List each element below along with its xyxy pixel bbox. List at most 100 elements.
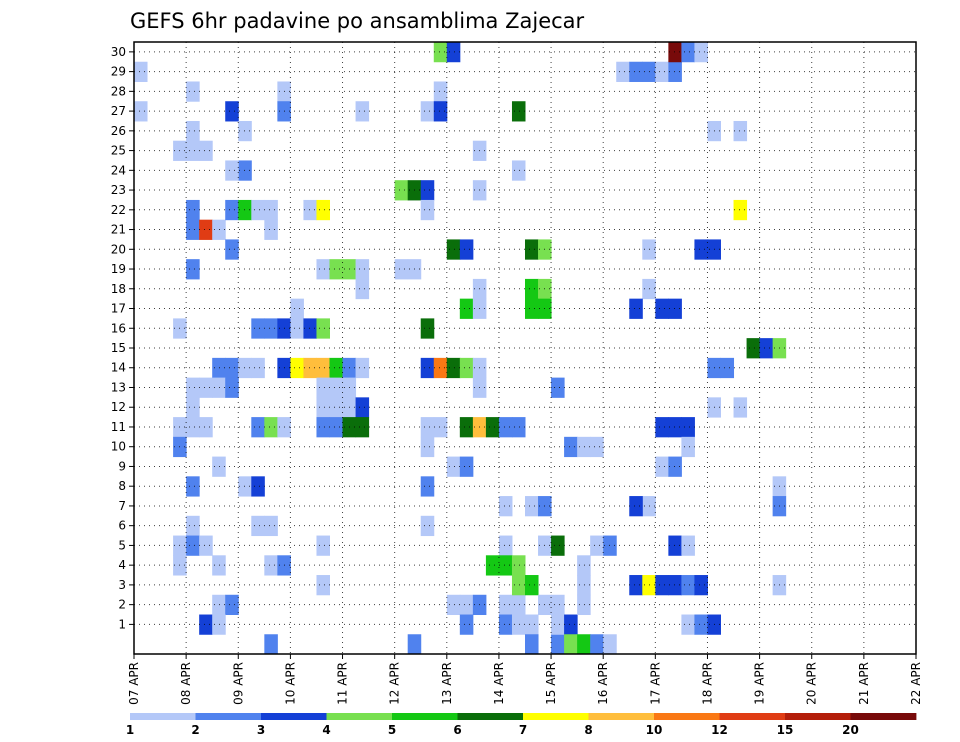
heatmap-cell <box>551 535 565 556</box>
heatmap-cell <box>420 101 435 122</box>
heatmap-cell <box>186 377 200 398</box>
heatmap-cell <box>511 160 526 181</box>
heatmap-cell <box>511 555 526 576</box>
y-tick-label: 22 <box>111 203 126 217</box>
y-tick-label: 8 <box>118 479 126 493</box>
heatmap-cell <box>316 417 330 438</box>
heatmap-cell <box>629 298 643 319</box>
heatmap-cell <box>459 594 474 616</box>
y-tick-label: 12 <box>111 400 126 414</box>
heatmap-cell <box>186 515 200 537</box>
heatmap-cell <box>264 318 278 339</box>
x-tick-label: 20 APR <box>805 662 819 705</box>
heatmap-cell <box>746 338 761 359</box>
heatmap-cell <box>590 634 604 655</box>
heatmap-cell <box>433 357 448 379</box>
heatmap-cell <box>355 101 370 122</box>
legend-label: 10 <box>646 723 663 737</box>
legend-label: 15 <box>777 723 794 737</box>
heatmap-cell <box>186 476 200 497</box>
heatmap-cell <box>603 634 617 655</box>
y-tick-label: 9 <box>118 459 126 473</box>
heatmap-cell <box>551 634 565 655</box>
heatmap-cell <box>199 417 213 438</box>
heatmap-cell <box>316 377 330 398</box>
x-axis-ticks: 07 APR 08 APR 09 APR 10 APR 11 APR 12 APR 13 A… <box>127 654 923 705</box>
heatmap-cell <box>186 199 200 221</box>
heatmap-cell <box>446 456 461 477</box>
heatmap-cell <box>212 357 226 379</box>
heatmap-cell <box>655 575 669 596</box>
heatmap-cell <box>459 239 474 260</box>
heatmap-cell <box>212 614 226 635</box>
y-tick-label: 28 <box>111 84 126 98</box>
y-tick-label: 25 <box>111 144 126 158</box>
heatmap-cell <box>212 456 226 477</box>
heatmap-cell <box>251 357 265 379</box>
y-tick-label: 14 <box>111 361 126 375</box>
heatmap-cell <box>420 318 435 339</box>
y-tick-label: 10 <box>111 440 126 454</box>
heatmap-cell <box>329 357 344 379</box>
x-tick-label: 22 APR <box>909 662 923 705</box>
heatmap-cell <box>355 397 370 418</box>
y-tick-label: 15 <box>111 341 126 355</box>
legend-color-swatch <box>457 713 524 720</box>
heatmap-cell <box>251 199 265 221</box>
heatmap-cell <box>668 417 682 438</box>
heatmap-cell <box>329 377 344 398</box>
heatmap-cell <box>238 476 252 497</box>
heatmap-cell <box>733 199 748 221</box>
heatmap-cell <box>564 614 578 635</box>
heatmap-cell <box>459 417 474 438</box>
y-tick-label: 20 <box>111 242 126 256</box>
heatmap-cell <box>238 160 252 181</box>
legend-label: 7 <box>519 723 527 737</box>
heatmap-cell <box>655 298 669 319</box>
heatmap-cell <box>681 614 695 635</box>
x-tick-label: 17 APR <box>648 662 662 705</box>
x-tick-label: 12 APR <box>388 662 402 705</box>
heatmap-cell <box>264 555 278 576</box>
heatmap-cell <box>238 199 252 221</box>
heatmap-cell <box>694 575 708 596</box>
legend-color-swatch <box>326 713 393 720</box>
x-tick-label: 11 APR <box>336 662 350 705</box>
y-tick-label: 5 <box>118 538 126 552</box>
x-tick-label: 13 APR <box>440 662 454 705</box>
heatmap-cell <box>590 535 604 556</box>
heatmap-cell <box>459 456 474 477</box>
heatmap-cell <box>329 259 344 280</box>
x-tick-label: 10 APR <box>283 662 297 705</box>
heatmap-cell <box>511 614 526 635</box>
heatmap-cell <box>433 42 448 63</box>
chart-title: GEFS 6hr padavine po ansamblima Zajecar <box>130 9 585 33</box>
heatmap-cell <box>525 496 539 517</box>
heatmap-cell <box>420 180 435 201</box>
legend-label: 20 <box>842 723 859 737</box>
heatmap-cell <box>225 199 239 221</box>
y-tick-label: 3 <box>118 578 126 592</box>
heatmap-cell <box>668 575 682 596</box>
heatmap-cell <box>655 456 669 477</box>
x-tick-label: 15 APR <box>544 662 558 705</box>
heatmap-cell <box>446 239 461 260</box>
heatmap-cell <box>264 515 278 537</box>
legend-color-swatch <box>719 713 786 720</box>
y-axis-ticks: 1234567891011121314151617181920212223242… <box>111 45 134 631</box>
legend-color-swatch <box>654 713 720 720</box>
heatmap-cell <box>316 357 330 379</box>
legend-color-swatch <box>392 713 458 720</box>
heatmap-cell <box>316 535 330 556</box>
heatmap-cell <box>238 120 252 142</box>
heatmap-cell <box>225 357 239 379</box>
y-tick-label: 27 <box>111 104 126 118</box>
color-legend: 1 2 3 4 5 6 7 8 10 12 15 20 <box>126 713 917 737</box>
y-tick-label: 29 <box>111 65 126 79</box>
y-tick-label: 26 <box>111 124 126 138</box>
x-tick-label: 08 APR <box>179 662 193 705</box>
y-tick-label: 18 <box>111 282 126 296</box>
heatmap-cell <box>199 140 213 161</box>
heatmap-cell <box>511 594 526 616</box>
